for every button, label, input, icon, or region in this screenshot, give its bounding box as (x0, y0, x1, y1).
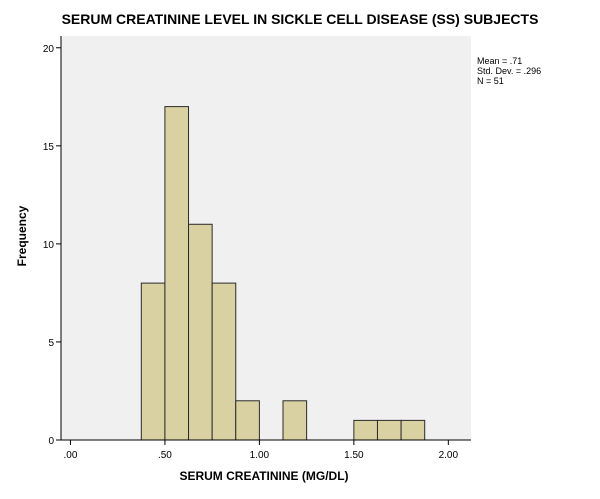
y-tick-label-10: 10 (43, 240, 55, 251)
x-axis-label: SERUM CREATININE (MG/DL) (179, 469, 349, 483)
x-tick-label-.00: .00 (63, 450, 77, 461)
histogram-bar-6 (282, 400, 308, 441)
x-tick-label-1.50: 1.50 (344, 450, 364, 461)
mean-label: Mean = .71 (477, 56, 523, 66)
histogram-bar-5 (235, 400, 260, 441)
y-tick-label-5: 5 (48, 338, 54, 349)
chart-title: SERUM CREATININE LEVEL IN SICKLE CELL DI… (61, 11, 539, 27)
histogram-bar-8 (376, 419, 402, 441)
x-tick-label-1.00: 1.00 (250, 450, 270, 461)
axes: 0 5 10 15 20 .00 .50 1.00 1.50 2.00 (43, 36, 471, 461)
x-tick-label-2.00: 2.00 (439, 450, 459, 461)
plot-area (61, 36, 471, 440)
std-dev-label: Std. Dev. = .296 (477, 66, 542, 76)
histogram-bars (140, 106, 426, 441)
y-tick-label-20: 20 (43, 44, 55, 55)
histogram-bar-9 (400, 419, 426, 441)
histogram-bar-3 (188, 223, 213, 441)
y-axis-label: Frequency (15, 205, 29, 267)
histogram-bar-1 (140, 282, 166, 441)
n-label: N = 51 (477, 76, 504, 86)
histogram-bar-2 (164, 106, 190, 441)
statistics-box: Mean = .71 Std. Dev. = .296 N = 51 (477, 56, 541, 86)
histogram-bar-7 (353, 419, 378, 441)
histogram-bar-4 (211, 282, 237, 441)
y-tick-label-15: 15 (43, 142, 55, 153)
x-tick-label-.50: .50 (158, 450, 172, 461)
y-tick-label-0: 0 (48, 436, 54, 447)
